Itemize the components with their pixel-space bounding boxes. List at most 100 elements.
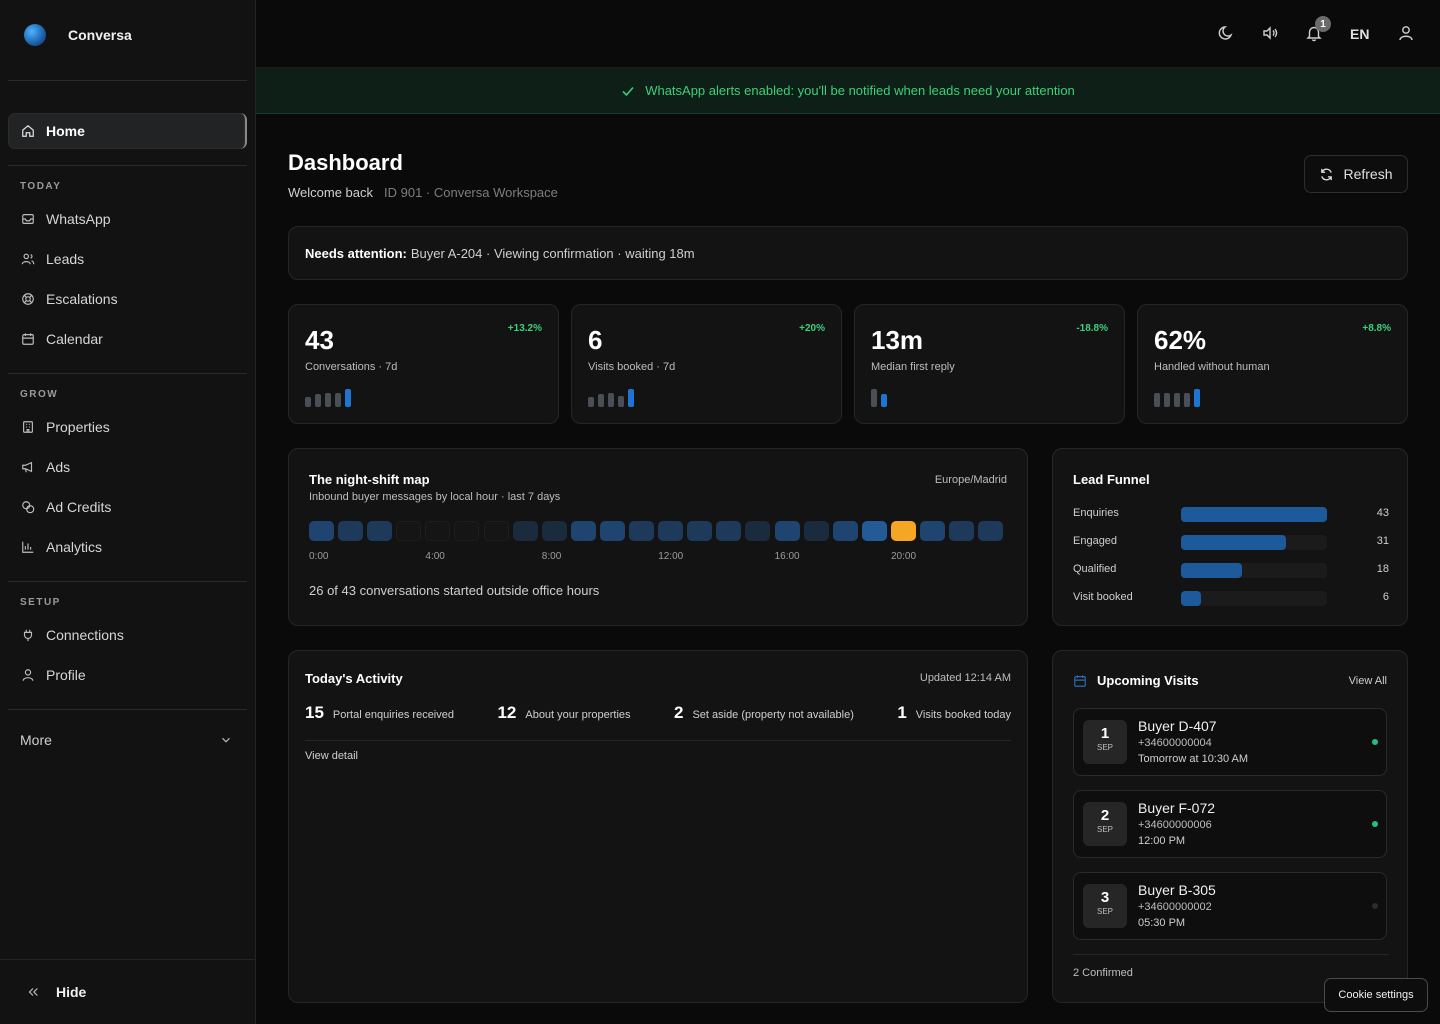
timezone-label: Europe/Madrid [934, 474, 1007, 486]
needs-attention-card[interactable]: Needs attention: Buyer A-204 · Viewing c… [288, 226, 1408, 280]
more-dropdown[interactable]: More [8, 722, 247, 758]
hour-cell[interactable] [309, 521, 334, 541]
stat-card-visits: 6 +20% Visits booked · 7d [571, 304, 842, 424]
sparkline-bar [315, 394, 321, 407]
view-detail-link[interactable]: View detail [305, 750, 358, 762]
cookie-settings-button[interactable]: Cookie settings [1324, 978, 1428, 1012]
sparkline-bar [1194, 389, 1200, 407]
activity-stat-label: Portal enquiries received [332, 709, 454, 721]
moon-icon[interactable] [1217, 24, 1235, 42]
sidebar-item-properties[interactable]: Properties [8, 409, 247, 445]
hour-cell[interactable] [890, 521, 916, 541]
sidebar-item-label: Properties [46, 419, 110, 435]
hour-cell[interactable] [425, 521, 451, 541]
stat-label: Handled without human [1154, 361, 1270, 373]
visit-item[interactable]: 3 SEP Buyer B-305 +34600000002 05:30 PM [1073, 872, 1387, 940]
divider [8, 581, 247, 582]
sidebar-item-ad-credits[interactable]: Ad Credits [8, 489, 247, 525]
user-icon[interactable] [1397, 24, 1415, 42]
sidebar-item-label: Leads [46, 251, 85, 267]
stat-delta: +8.8% [1362, 323, 1391, 334]
brand[interactable]: Conversa [24, 24, 132, 46]
calendar-icon [22, 333, 34, 345]
hour-cell[interactable] [629, 521, 655, 541]
sparkline-bar [345, 389, 351, 407]
visit-item[interactable]: 2 SEP Buyer F-072 +34600000006 12:00 PM [1073, 790, 1387, 858]
hour-cell[interactable] [861, 521, 887, 541]
funnel-label: Enquiries [1073, 507, 1119, 519]
hour-cell[interactable] [541, 521, 567, 541]
sidebar-item-escalations[interactable]: Escalations [8, 281, 247, 317]
sidebar-item-calendar[interactable]: Calendar [8, 321, 247, 357]
sidebar-item-profile[interactable]: Profile [8, 657, 247, 693]
sparkline-bar [1154, 393, 1160, 407]
funnel-row: Qualified 18 [1073, 562, 1389, 578]
hour-cell[interactable] [396, 521, 422, 541]
sparkline-bar [588, 397, 594, 407]
visit-time: 12:00 PM [1138, 835, 1186, 847]
stat-label: Visits booked · 7d [588, 361, 676, 373]
activity-stat-value: 15 [305, 703, 324, 722]
sparkline-bar [618, 396, 624, 407]
sidebar-item-leads[interactable]: Leads [8, 241, 247, 277]
hour-cell[interactable] [570, 521, 596, 541]
upcoming-visits-header: Upcoming Visits [1073, 673, 1199, 688]
chevrons-left-icon [28, 988, 38, 996]
funnel-track [1181, 535, 1327, 550]
stat-delta: +20% [799, 323, 825, 334]
users-icon [21, 253, 35, 265]
hour-tick: 20:00 [891, 551, 917, 562]
sidebar-item-connections[interactable]: Connections [8, 617, 247, 653]
hour-cell[interactable] [774, 521, 800, 541]
activity-stat: 15 Portal enquiries received [305, 703, 454, 723]
sidebar-item-home[interactable]: Home [8, 113, 247, 149]
visit-date: 2 SEP [1083, 802, 1127, 846]
stat-sparkline [1154, 389, 1200, 407]
hour-tick: 12:00 [658, 551, 684, 562]
divider [8, 165, 247, 166]
hour-cell[interactable] [949, 521, 975, 541]
sidebar-item-analytics[interactable]: Analytics [8, 529, 247, 565]
hour-cell[interactable] [599, 521, 625, 541]
hour-cell[interactable] [338, 521, 364, 541]
hourly-heatmap [309, 521, 1004, 541]
sparkline-bar [1164, 393, 1170, 407]
status-dot [1372, 821, 1378, 827]
sidebar-item-ads[interactable]: Ads [8, 449, 247, 485]
hide-sidebar-button[interactable]: Hide [0, 959, 256, 1024]
visit-item[interactable]: 1 SEP Buyer D-407 +34600000004 Tomorrow a… [1073, 708, 1387, 776]
sidebar-item-whatsapp[interactable]: WhatsApp [8, 201, 247, 237]
confirmed-count: 2 Confirmed [1073, 967, 1133, 979]
hour-cell[interactable] [745, 521, 771, 541]
more-label: More [20, 732, 52, 748]
view-all-link[interactable]: View All [1348, 675, 1387, 687]
card-title: The night-shift map [309, 472, 430, 487]
hour-cell[interactable] [716, 521, 742, 541]
hour-cell[interactable] [978, 521, 1004, 541]
visit-month: SEP [1096, 907, 1113, 916]
hour-cell[interactable] [483, 521, 509, 541]
section-title-setup: SETUP [20, 597, 61, 608]
hour-cell[interactable] [512, 521, 538, 541]
hour-cell[interactable] [919, 521, 945, 541]
sidebar: Conversa Home TODAY WhatsApp Leads Escal… [0, 0, 256, 1024]
section-title-today: TODAY [20, 181, 62, 192]
visit-buyer: Buyer B-305 [1138, 882, 1216, 898]
funnel-label: Visit booked [1073, 591, 1133, 603]
hour-cell[interactable] [832, 521, 858, 541]
hour-cell[interactable] [687, 521, 713, 541]
language-selector[interactable]: EN [1350, 26, 1370, 42]
funnel-row: Enquiries 43 [1073, 506, 1389, 522]
visit-phone: +34600000002 [1138, 901, 1212, 913]
divider [8, 373, 247, 374]
hour-cell[interactable] [454, 521, 480, 541]
sparkline-bar [335, 393, 341, 407]
hour-cell[interactable] [803, 521, 829, 541]
activity-stat: 12 About your properties [497, 703, 630, 723]
hour-cell[interactable] [367, 521, 393, 541]
hour-cell[interactable] [658, 521, 684, 541]
visit-time: Tomorrow at 10:30 AM [1138, 753, 1249, 765]
refresh-button[interactable]: Refresh [1304, 155, 1408, 193]
funnel-count: 18 [1376, 563, 1389, 575]
sound-icon[interactable] [1261, 24, 1279, 42]
